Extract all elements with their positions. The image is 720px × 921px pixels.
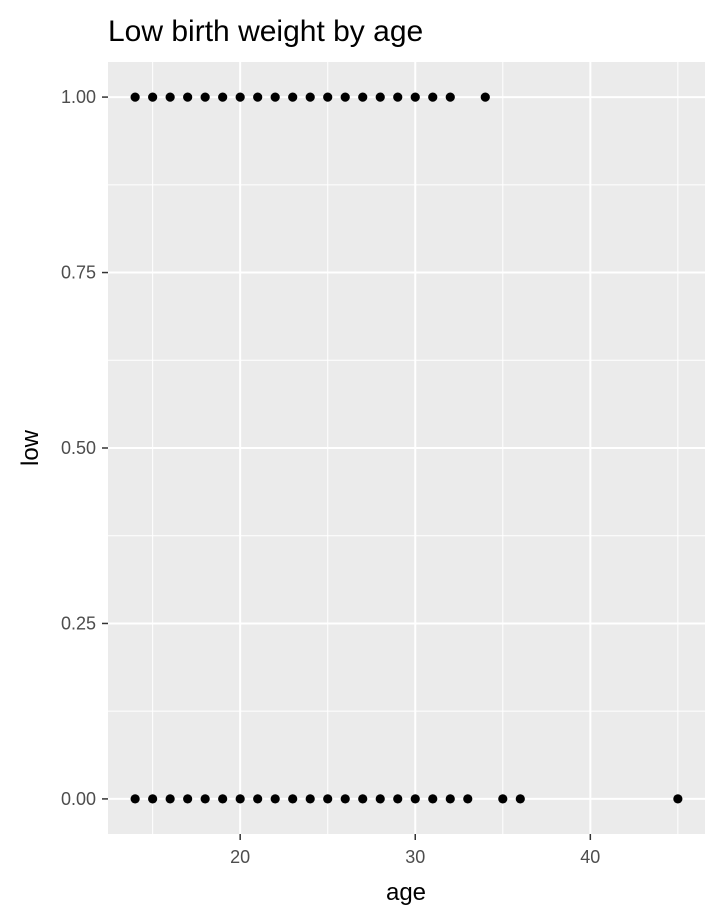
data-point bbox=[445, 92, 455, 102]
data-point bbox=[340, 92, 350, 102]
data-point bbox=[148, 794, 158, 804]
data-point bbox=[358, 794, 368, 804]
data-point bbox=[130, 92, 140, 102]
y-tick-label: 0.75 bbox=[61, 263, 96, 283]
data-point bbox=[218, 794, 228, 804]
data-point bbox=[480, 92, 490, 102]
x-axis-label: age bbox=[386, 879, 426, 906]
data-point bbox=[200, 92, 210, 102]
data-point bbox=[288, 794, 298, 804]
data-point bbox=[200, 794, 210, 804]
data-point bbox=[270, 794, 280, 804]
data-point bbox=[183, 794, 193, 804]
y-axis-label: low bbox=[17, 429, 44, 466]
data-point bbox=[393, 794, 403, 804]
data-point bbox=[288, 92, 298, 102]
x-tick-label: 40 bbox=[580, 847, 600, 867]
data-point bbox=[445, 794, 455, 804]
data-point bbox=[183, 92, 193, 102]
data-point bbox=[253, 92, 263, 102]
y-tick-label: 0.50 bbox=[61, 438, 96, 458]
data-point bbox=[463, 794, 473, 804]
data-point bbox=[498, 794, 508, 804]
x-tick-label: 30 bbox=[405, 847, 425, 867]
data-point bbox=[148, 92, 158, 102]
y-tick-label: 0.25 bbox=[61, 613, 96, 633]
data-point bbox=[270, 92, 280, 102]
data-point bbox=[253, 794, 263, 804]
y-tick-label: 0.00 bbox=[61, 789, 96, 809]
data-point bbox=[410, 92, 420, 102]
data-point bbox=[323, 92, 333, 102]
data-point bbox=[428, 794, 438, 804]
data-point bbox=[428, 92, 438, 102]
data-point bbox=[165, 92, 175, 102]
data-points bbox=[130, 92, 683, 804]
y-axis: 0.00 0.25 0.50 0.75 1.00 bbox=[61, 87, 108, 809]
data-point bbox=[375, 92, 385, 102]
x-axis: 20 30 40 bbox=[230, 834, 600, 867]
data-point bbox=[305, 794, 315, 804]
data-point bbox=[235, 92, 245, 102]
data-point bbox=[130, 794, 140, 804]
data-point bbox=[375, 794, 385, 804]
data-point bbox=[218, 92, 228, 102]
data-point bbox=[165, 794, 175, 804]
y-tick-label: 1.00 bbox=[61, 87, 96, 107]
data-point bbox=[410, 794, 420, 804]
data-point bbox=[340, 794, 350, 804]
data-point bbox=[673, 794, 683, 804]
data-point bbox=[305, 92, 315, 102]
data-point bbox=[235, 794, 245, 804]
data-point bbox=[358, 92, 368, 102]
data-point bbox=[323, 794, 333, 804]
chart-title: Low birth weight by age bbox=[108, 15, 423, 48]
data-point bbox=[515, 794, 525, 804]
data-point bbox=[393, 92, 403, 102]
x-tick-label: 20 bbox=[230, 847, 250, 867]
